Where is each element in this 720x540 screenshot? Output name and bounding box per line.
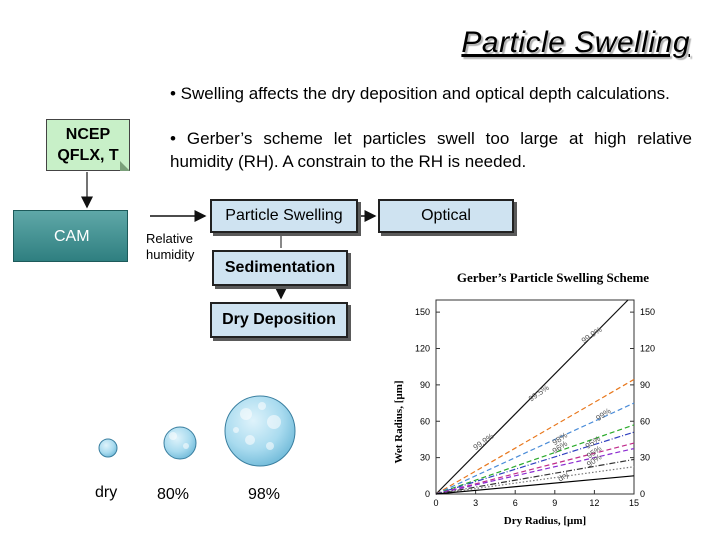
x-tick-label-3: 9 xyxy=(552,498,557,508)
y-tick-label-right-2: 60 xyxy=(640,416,650,426)
series-line-99-5pct-1 xyxy=(435,378,635,495)
bullet-swelling-effects: • Swelling affects the dry deposition an… xyxy=(170,84,670,103)
chart-frame xyxy=(435,299,635,495)
y-tick-label-right-0: 0 xyxy=(640,489,645,499)
series-line-90pct-7 xyxy=(435,458,635,495)
98-percent-label: 98% xyxy=(248,486,281,503)
chart-x-axis-label: Dry Radius, [µm] xyxy=(504,515,586,527)
optical-box: Optical xyxy=(378,199,514,233)
particle-bubbles xyxy=(169,402,281,450)
ncep-note-line1: NCEP xyxy=(65,126,111,143)
series-line-98pct-4 xyxy=(435,431,635,495)
series-line-99pct-2 xyxy=(435,402,635,495)
series-line-98pct-3 xyxy=(435,424,635,495)
bullet-gerber-scheme: • Gerber’s scheme let particles swell to… xyxy=(170,129,692,171)
80-percent-particle xyxy=(163,426,197,460)
sedimentation-box: Sedimentation xyxy=(212,250,348,286)
y-tick-label-left-5: 150 xyxy=(415,307,430,317)
relative-humidity-label: Relative humidity xyxy=(146,231,194,263)
y-tick-label-right-5: 150 xyxy=(640,307,655,317)
y-tick-label-left-4: 120 xyxy=(415,344,430,354)
slide-title: Particle Swelling xyxy=(461,26,690,59)
series-line-dry-9 xyxy=(435,475,635,495)
ncep-note: NCEP QFLX, T xyxy=(46,119,130,171)
ncep-note-line2: QFLX, T xyxy=(57,147,119,164)
x-tick-label-5: 15 xyxy=(629,498,639,508)
y-tick-label-left-1: 30 xyxy=(420,453,430,463)
series-line-96pct-5 xyxy=(435,442,635,495)
x-tick-label-1: 3 xyxy=(473,498,478,508)
dry-label: dry xyxy=(95,484,118,501)
y-tick-label-left-0: 0 xyxy=(425,489,430,499)
x-tick-label-4: 12 xyxy=(589,498,599,508)
chart-title: Gerber’s Particle Swelling Scheme xyxy=(457,270,649,285)
chart-y-axis-label: Wet Radius, [µm] xyxy=(393,380,405,463)
rh-line1: Relative xyxy=(146,231,193,246)
series-line-99-9pct-0 xyxy=(435,299,629,495)
y-tick-label-left-3: 90 xyxy=(420,380,430,390)
y-tick-label-right-3: 90 xyxy=(640,380,650,390)
y-tick-label-right-4: 120 xyxy=(640,344,655,354)
x-tick-label-0: 0 xyxy=(433,498,438,508)
x-tick-label-2: 6 xyxy=(513,498,518,508)
y-tick-label-right-1: 30 xyxy=(640,453,650,463)
note-fold-corner xyxy=(120,161,130,171)
dry-particle xyxy=(98,438,118,458)
particle-swelling-box: Particle Swelling xyxy=(210,199,358,233)
80-percent-label: 80% xyxy=(157,486,190,503)
dry-deposition-box: Dry Deposition xyxy=(210,302,348,338)
gerber-swelling-chart: Gerber’s Particle Swelling Scheme 0 3 6 9 12… xyxy=(393,270,655,527)
rh-line2: humidity xyxy=(146,247,195,262)
y-tick-label-left-2: 60 xyxy=(420,416,430,426)
cam-box: CAM xyxy=(13,210,128,262)
series-line-95pct-6 xyxy=(435,447,635,495)
